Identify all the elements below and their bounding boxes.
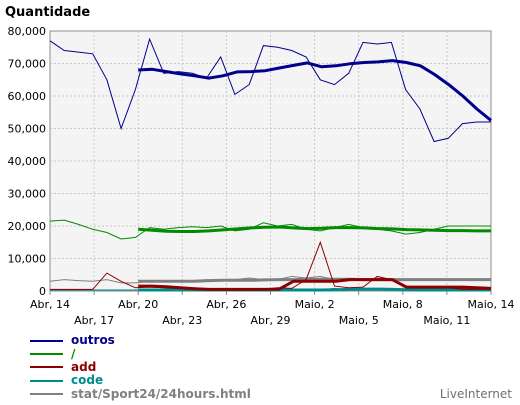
x-tick-label: Maio, 8 <box>383 298 423 311</box>
x-tick-label: Abr, 29 <box>250 314 290 327</box>
y-tick-label: 50,000 <box>8 123 47 136</box>
legend: outros / add code stat/Sport24/24hours.html <box>30 334 251 401</box>
legend-item: / <box>30 347 251 360</box>
legend-swatch <box>30 379 63 382</box>
x-tick-label: Maio, 11 <box>423 314 470 327</box>
legend-label: stat/Sport24/24hours.html <box>71 386 251 401</box>
legend-item: add <box>30 359 251 374</box>
y-tick-label: 10,000 <box>8 253 47 266</box>
y-tick-label: 20,000 <box>8 220 47 233</box>
series-trend-outros <box>138 59 492 122</box>
y-tick-label: 30,000 <box>8 188 47 201</box>
x-tick-label: Abr, 20 <box>118 298 158 311</box>
y-tick-label: 0 <box>39 285 46 298</box>
brand-label: LiveInternet <box>439 387 512 401</box>
x-tick-label: Abr, 17 <box>74 314 114 327</box>
series-trend-add <box>138 278 492 291</box>
legend-swatch <box>30 393 63 396</box>
x-tick-label: Maio, 5 <box>339 314 379 327</box>
y-tick-label: 70,000 <box>8 58 47 71</box>
y-tick-label: 80,000 <box>8 25 47 38</box>
x-tick-label: Abr, 26 <box>206 298 246 311</box>
x-tick-label: Abr, 14 <box>30 298 70 311</box>
x-tick-label: Maio, 14 <box>467 298 514 311</box>
legend-label: add <box>71 359 97 374</box>
x-tick-label: Maio, 2 <box>295 298 335 311</box>
legend-label: / <box>71 346 76 361</box>
series-trend-stat-sport24-24hours-html <box>138 277 491 283</box>
chart-title: Quantidade <box>5 5 90 20</box>
legend-label: outros <box>71 333 115 348</box>
legend-swatch <box>30 353 63 356</box>
series-trend-root <box>138 225 491 233</box>
legend-item: outros <box>30 334 251 347</box>
y-tick-label: 60,000 <box>8 90 47 103</box>
legend-item: code <box>30 374 251 387</box>
legend-label: code <box>71 373 104 388</box>
series-daily-root <box>49 219 491 240</box>
y-tick-label: 40,000 <box>8 155 47 168</box>
legend-swatch <box>30 366 63 369</box>
legend-item: stat/Sport24/24hours.html <box>30 386 251 401</box>
x-tick-label: Abr, 23 <box>162 314 202 327</box>
legend-swatch <box>30 339 63 342</box>
series-daily-outros <box>49 37 491 143</box>
